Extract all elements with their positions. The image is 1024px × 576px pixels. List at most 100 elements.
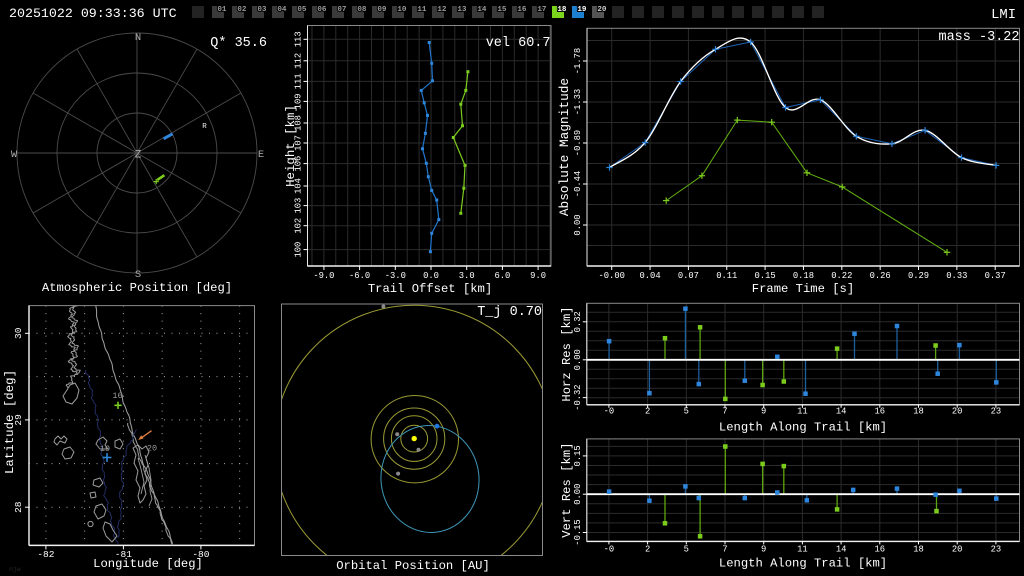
svg-text:-0.32: -0.32 [573,384,583,410]
svg-text:W: W [11,149,18,161]
svg-text:0.07: 0.07 [678,271,699,281]
svg-text:17: 17 [537,6,547,14]
svg-text:16: 16 [517,6,527,14]
svg-text:112: 112 [294,53,304,69]
svg-text:Trail Offset [km]: Trail Offset [km] [368,282,492,296]
svg-text:23: 23 [991,407,1002,417]
svg-text:14: 14 [836,545,847,555]
svg-text:-0: -0 [604,407,615,417]
svg-text:Frame Time [s]: Frame Time [s] [752,282,854,296]
svg-text:18: 18 [913,545,924,555]
svg-text:03: 03 [257,6,267,14]
svg-text:Height [km]: Height [km] [284,105,298,187]
svg-text:Length Along Trail [km]: Length Along Trail [km] [719,557,887,571]
svg-text:-3.0: -3.0 [385,271,406,281]
svg-text:Length Along Trail [km]: Length Along Trail [km] [719,421,887,435]
svg-text:08: 08 [357,6,367,14]
svg-text:107: 107 [294,135,304,151]
svg-text:Orbital Position [AU]: Orbital Position [AU] [336,559,490,573]
svg-text:R: R [202,123,207,131]
svg-text:19: 19 [577,6,587,14]
svg-text:9: 9 [761,545,766,555]
svg-text:-81: -81 [115,549,132,560]
svg-text:6.0: 6.0 [494,271,510,281]
svg-text:14: 14 [477,6,487,14]
svg-text:0.15: 0.15 [755,271,776,281]
svg-text:-6.0: -6.0 [349,271,370,281]
svg-text:20: 20 [952,407,963,417]
svg-text:23: 23 [991,545,1002,555]
svg-text:Absolute Magnitude: Absolute Magnitude [557,78,572,216]
svg-text:-9.0: -9.0 [313,271,334,281]
svg-text:16: 16 [875,545,886,555]
svg-text:02: 02 [237,6,247,14]
svg-text:0.33: 0.33 [946,271,967,281]
svg-text:vel 60.7: vel 60.7 [486,36,551,51]
svg-text:11: 11 [797,407,808,417]
svg-text:T_j 0.70: T_j 0.70 [477,305,542,320]
svg-text:0.18: 0.18 [793,271,814,281]
svg-text:0.32: 0.32 [573,311,583,332]
svg-text:-80: -80 [192,549,209,560]
svg-text:-1.78: -1.78 [573,48,583,74]
svg-text:-82: -82 [37,549,54,560]
svg-text:20: 20 [952,545,963,555]
svg-text:0.15: 0.15 [573,445,583,466]
svg-text:Latitude [deg]: Latitude [deg] [3,370,17,474]
svg-text:0.29: 0.29 [908,271,929,281]
svg-text:09: 09 [377,6,387,14]
svg-text:11: 11 [797,545,808,555]
svg-text:13: 13 [457,6,467,14]
svg-text:Q* 35.6: Q* 35.6 [210,36,267,51]
svg-text:7: 7 [722,545,727,555]
svg-text:-0.89: -0.89 [573,130,583,156]
svg-text:109: 109 [294,93,304,109]
svg-text:E: E [258,149,264,161]
svg-text:9.0: 9.0 [530,271,546,281]
svg-text:0.22: 0.22 [831,271,852,281]
svg-text:Z: Z [135,150,142,162]
svg-text:106: 106 [294,156,304,172]
svg-text:30: 30 [13,327,24,339]
svg-text:103: 103 [294,198,304,214]
svg-text:9: 9 [761,407,766,417]
svg-text:111: 111 [294,73,304,89]
svg-text:12: 12 [437,6,447,14]
svg-text:04: 04 [277,6,287,14]
svg-text:0.04: 0.04 [639,271,660,281]
svg-text:Horz Res [km]: Horz Res [km] [560,307,574,402]
svg-text:0.11: 0.11 [716,271,737,281]
svg-text:104: 104 [294,178,304,194]
svg-text:11: 11 [417,6,427,14]
svg-text:Atmospheric Position [deg]: Atmospheric Position [deg] [42,281,232,295]
svg-text:LMI: LMI [991,8,1016,23]
svg-text:5: 5 [684,407,689,417]
svg-text:7: 7 [722,407,727,417]
svg-text:18: 18 [913,407,924,417]
svg-text:06: 06 [317,6,327,14]
svg-text:15: 15 [497,6,507,14]
svg-text:05: 05 [297,6,307,14]
svg-text:0.00: 0.00 [573,214,583,235]
svg-text:-1.33: -1.33 [573,89,583,115]
svg-text:mass -3.22: mass -3.22 [938,30,1019,45]
svg-text:2: 2 [645,407,650,417]
svg-text:100: 100 [294,242,304,258]
svg-text:S: S [135,269,141,281]
svg-text:3.0: 3.0 [459,271,475,281]
svg-text:2: 2 [645,545,650,555]
svg-text:14: 14 [836,407,847,417]
svg-text:5: 5 [684,545,689,555]
svg-text:-0.44: -0.44 [573,171,583,197]
svg-text:0.0: 0.0 [423,271,439,281]
svg-text:20251022 09:33:36 UTC: 20251022 09:33:36 UTC [9,6,177,21]
svg-text:0.37: 0.37 [985,271,1006,281]
svg-text:108: 108 [294,115,304,131]
svg-text:Vert Res [km]: Vert Res [km] [560,443,574,538]
svg-text:16: 16 [875,407,886,417]
svg-text:njw: njw [9,566,21,573]
svg-text:N: N [135,32,141,44]
svg-text:-0.15: -0.15 [573,519,583,545]
svg-text:113: 113 [294,31,304,47]
svg-text:01: 01 [217,6,227,14]
